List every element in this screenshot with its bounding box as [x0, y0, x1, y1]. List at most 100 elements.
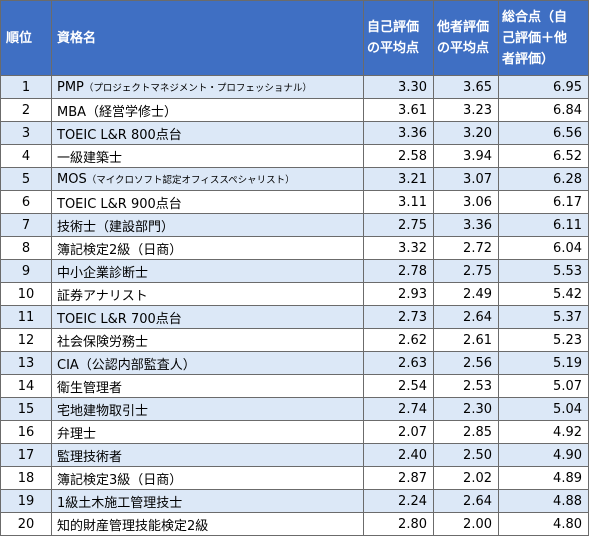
rank-cell: 12: [0, 328, 52, 352]
total-score-cell: 5.19: [498, 351, 589, 375]
table-row: 13 CIA（公認内部監査人） 2.63 2.56 5.19: [0, 351, 589, 375]
qualification-name: 衛生管理者: [57, 380, 123, 396]
self-score-cell: 3.61: [363, 98, 434, 122]
qualification-name-cell: 弁理士: [51, 420, 364, 444]
header-row: 順位 資格名 自己評価 の平均点 他者評価 の平均点 総合点（自 己評価＋他 者…: [0, 0, 589, 76]
other-score-cell: 3.07: [433, 167, 499, 191]
qualification-name: 監理技術者: [57, 449, 123, 465]
rank-cell: 19: [0, 489, 52, 513]
rank-cell: 18: [0, 466, 52, 490]
qualification-name: TOEIC L&R 900点台: [57, 196, 182, 212]
qualification-name-cell: 簿記検定2級（日商）: [51, 236, 364, 260]
qualification-name: 簿記検定2級（日商）: [57, 242, 183, 258]
table-row: 5 MOS（マイクロソフト認定オフィススペシャリスト） 3.21 3.07 6.28: [0, 167, 589, 191]
other-score-cell: 3.36: [433, 213, 499, 237]
other-score-cell: 2.61: [433, 328, 499, 352]
qualification-name-cell: 中小企業診断士: [51, 259, 364, 283]
total-score-cell: 6.95: [498, 75, 589, 99]
self-score-cell: 2.40: [363, 443, 434, 467]
qualification-name-cell: PMP（プロジェクトマネジメント・プロフェッショナル）: [51, 75, 364, 99]
self-score-cell: 3.32: [363, 236, 434, 260]
table-row: 19 1級土木施工管理技士 2.24 2.64 4.88: [0, 489, 589, 513]
header-self-line1: 自己評価: [367, 20, 420, 35]
qualification-name-cell: 宅地建物取引士: [51, 397, 364, 421]
qualification-name-cell: 技術士（建設部門）: [51, 213, 364, 237]
header-self-score: 自己評価 の平均点: [363, 0, 434, 76]
qualification-name-cell: 衛生管理者: [51, 374, 364, 398]
table-row: 15 宅地建物取引士 2.74 2.30 5.04: [0, 397, 589, 421]
header-self-line2: の平均点: [367, 41, 420, 56]
total-score-cell: 4.90: [498, 443, 589, 467]
header-other-line1: 他者評価: [437, 20, 490, 35]
qualification-name: 1級土木施工管理技士: [57, 495, 183, 511]
header-total-line1: 総合点（自: [502, 9, 568, 25]
self-score-cell: 3.11: [363, 190, 434, 214]
table-row: 9 中小企業診断士 2.78 2.75 5.53: [0, 259, 589, 283]
qualification-note: （プロジェクトマネジメント・プロフェッショナル）: [83, 82, 312, 94]
qualification-note: （マイクロソフト認定オフィススペシャリスト）: [86, 174, 295, 186]
qualification-name: PMP: [57, 79, 84, 95]
table-row: 10 証券アナリスト 2.93 2.49 5.42: [0, 282, 589, 306]
qualification-name-cell: TOEIC L&R 900点台: [51, 190, 364, 214]
rank-cell: 1: [0, 75, 52, 99]
header-total-line3: 者評価）: [502, 51, 555, 67]
other-score-cell: 2.56: [433, 351, 499, 375]
table-row: 4 一級建築士 2.58 3.94 6.52: [0, 144, 589, 168]
total-score-cell: 5.23: [498, 328, 589, 352]
total-score-cell: 5.04: [498, 397, 589, 421]
total-score-cell: 4.80: [498, 512, 589, 536]
table-row: 8 簿記検定2級（日商） 3.32 2.72 6.04: [0, 236, 589, 260]
rank-cell: 17: [0, 443, 52, 467]
other-score-cell: 2.00: [433, 512, 499, 536]
self-score-cell: 3.36: [363, 121, 434, 145]
self-score-cell: 2.24: [363, 489, 434, 513]
total-score-cell: 5.37: [498, 305, 589, 329]
self-score-cell: 2.07: [363, 420, 434, 444]
qualification-name: 社会保険労務士: [57, 334, 149, 350]
other-score-cell: 3.06: [433, 190, 499, 214]
qualification-name-cell: CIA（公認内部監査人）: [51, 351, 364, 375]
table-row: 1 PMP（プロジェクトマネジメント・プロフェッショナル） 3.30 3.65 6.95: [0, 75, 589, 99]
table-row: 18 簿記検定3級（日商） 2.87 2.02 4.89: [0, 466, 589, 490]
qualification-name: TOEIC L&R 800点台: [57, 127, 182, 143]
header-total-score: 総合点（自 己評価＋他 者評価）: [498, 0, 589, 76]
qualification-name-cell: 一級建築士: [51, 144, 364, 168]
total-score-cell: 6.28: [498, 167, 589, 191]
self-score-cell: 2.62: [363, 328, 434, 352]
rank-cell: 13: [0, 351, 52, 375]
header-total-line2: 己評価＋他: [502, 30, 568, 46]
table-row: 16 弁理士 2.07 2.85 4.92: [0, 420, 589, 444]
other-score-cell: 2.50: [433, 443, 499, 467]
other-score-cell: 2.53: [433, 374, 499, 398]
header-rank-label: 順位: [6, 30, 33, 46]
total-score-cell: 6.11: [498, 213, 589, 237]
qualification-name-cell: 社会保険労務士: [51, 328, 364, 352]
other-score-cell: 3.23: [433, 98, 499, 122]
self-score-cell: 2.87: [363, 466, 434, 490]
self-score-cell: 2.74: [363, 397, 434, 421]
rank-cell: 20: [0, 512, 52, 536]
qualification-name: CIA（公認内部監査人）: [57, 357, 196, 373]
qualification-name: 簿記検定3級（日商）: [57, 472, 183, 488]
rank-cell: 3: [0, 121, 52, 145]
self-score-cell: 2.63: [363, 351, 434, 375]
qualification-name: 証券アナリスト: [57, 288, 148, 304]
table-row: 12 社会保険労務士 2.62 2.61 5.23: [0, 328, 589, 352]
table-row: 20 知的財産管理技能検定2級 2.80 2.00 4.80: [0, 512, 589, 536]
qualification-name: MOS: [57, 171, 87, 187]
total-score-cell: 5.42: [498, 282, 589, 306]
total-score-cell: 4.92: [498, 420, 589, 444]
qualification-name: 技術士（建設部門）: [57, 219, 175, 235]
qualification-name: 中小企業診断士: [57, 265, 149, 281]
rank-cell: 15: [0, 397, 52, 421]
qualification-name-cell: 1級土木施工管理技士: [51, 489, 364, 513]
qualification-name: 一級建築士: [57, 150, 123, 166]
table-row: 6 TOEIC L&R 900点台 3.11 3.06 6.17: [0, 190, 589, 214]
qualification-name: 弁理士: [57, 426, 97, 442]
other-score-cell: 3.94: [433, 144, 499, 168]
self-score-cell: 2.73: [363, 305, 434, 329]
rank-cell: 14: [0, 374, 52, 398]
self-score-cell: 2.54: [363, 374, 434, 398]
self-score-cell: 2.80: [363, 512, 434, 536]
self-score-cell: 2.93: [363, 282, 434, 306]
